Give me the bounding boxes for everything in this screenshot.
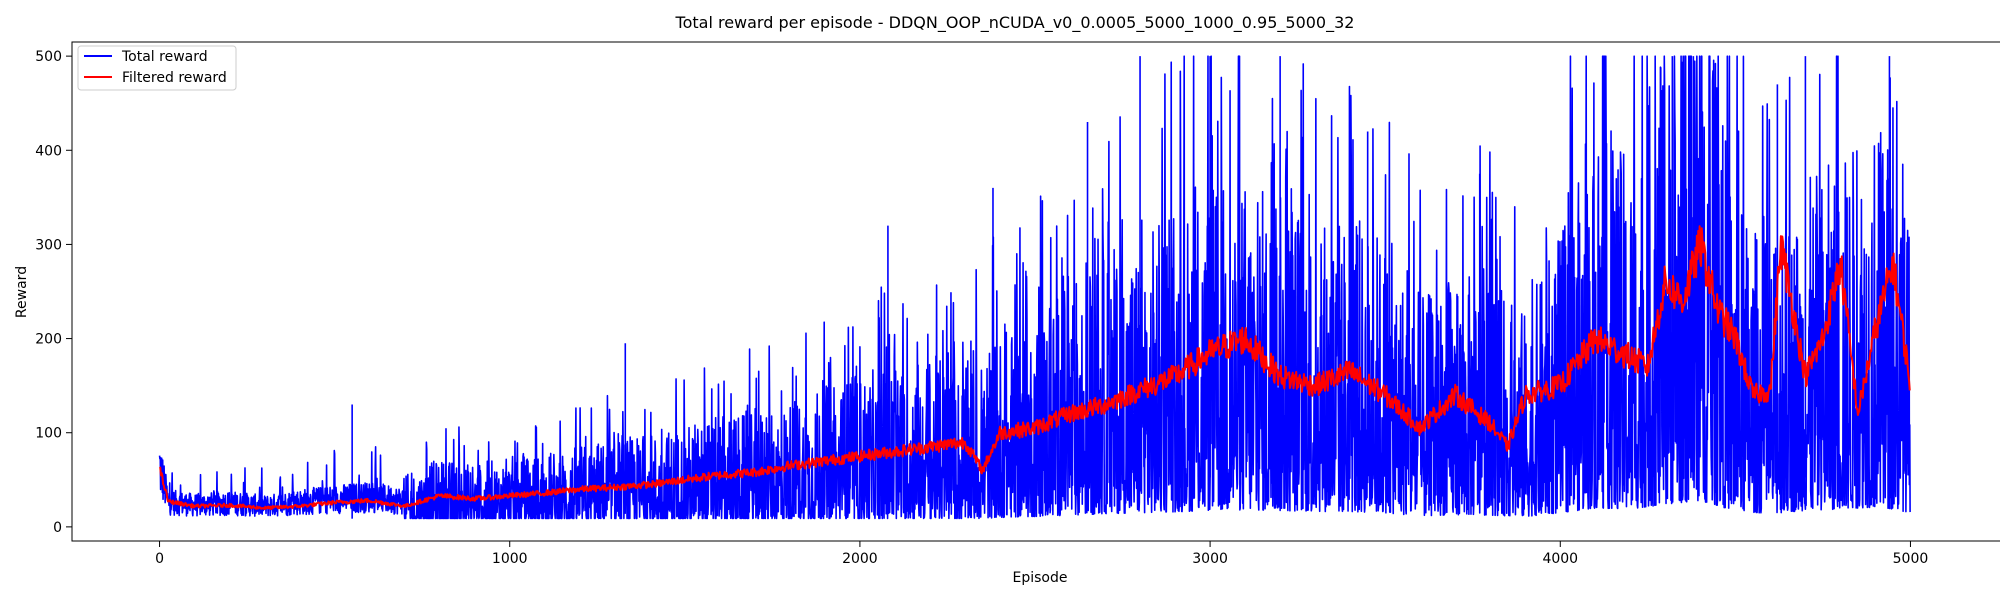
x-axis: 0 1000 2000 3000 4000 5000 [155, 541, 1928, 567]
y-tick-label-300: 300 [35, 237, 62, 253]
legend-label-filtered: Filtered reward [122, 70, 227, 86]
x-tick-label-0: 0 [155, 551, 164, 567]
y-tick-label-200: 200 [35, 332, 62, 348]
x-tick-label-4000: 4000 [1542, 551, 1578, 567]
plot-frame [71, 41, 2000, 542]
y-tick-label-400: 400 [35, 143, 62, 159]
y-axis: 0 100 200 300 400 500 [35, 49, 72, 536]
x-axis-label: Episode [1013, 570, 1068, 586]
legend-box [77, 45, 237, 91]
x-tick-label-2000: 2000 [842, 551, 878, 567]
y-tick-label-100: 100 [35, 426, 62, 442]
chart-title: Total reward per episode - DDQN_OOP_nCUD… [675, 13, 1355, 33]
legend: Total reward Filtered reward [77, 45, 237, 91]
series-line-total-reward [158, 55, 1911, 520]
plot-area [158, 55, 1911, 520]
y-tick-label-0: 0 [53, 520, 62, 536]
x-tick-label-1000: 1000 [492, 551, 528, 567]
y-tick-label-500: 500 [35, 49, 62, 65]
x-tick-label-3000: 3000 [1192, 551, 1228, 567]
y-axis-label: Reward [14, 266, 30, 318]
x-tick-label-5000: 5000 [1893, 551, 1929, 567]
legend-label-total: Total reward [121, 49, 208, 65]
series-line-filtered-reward [159, 225, 1911, 511]
